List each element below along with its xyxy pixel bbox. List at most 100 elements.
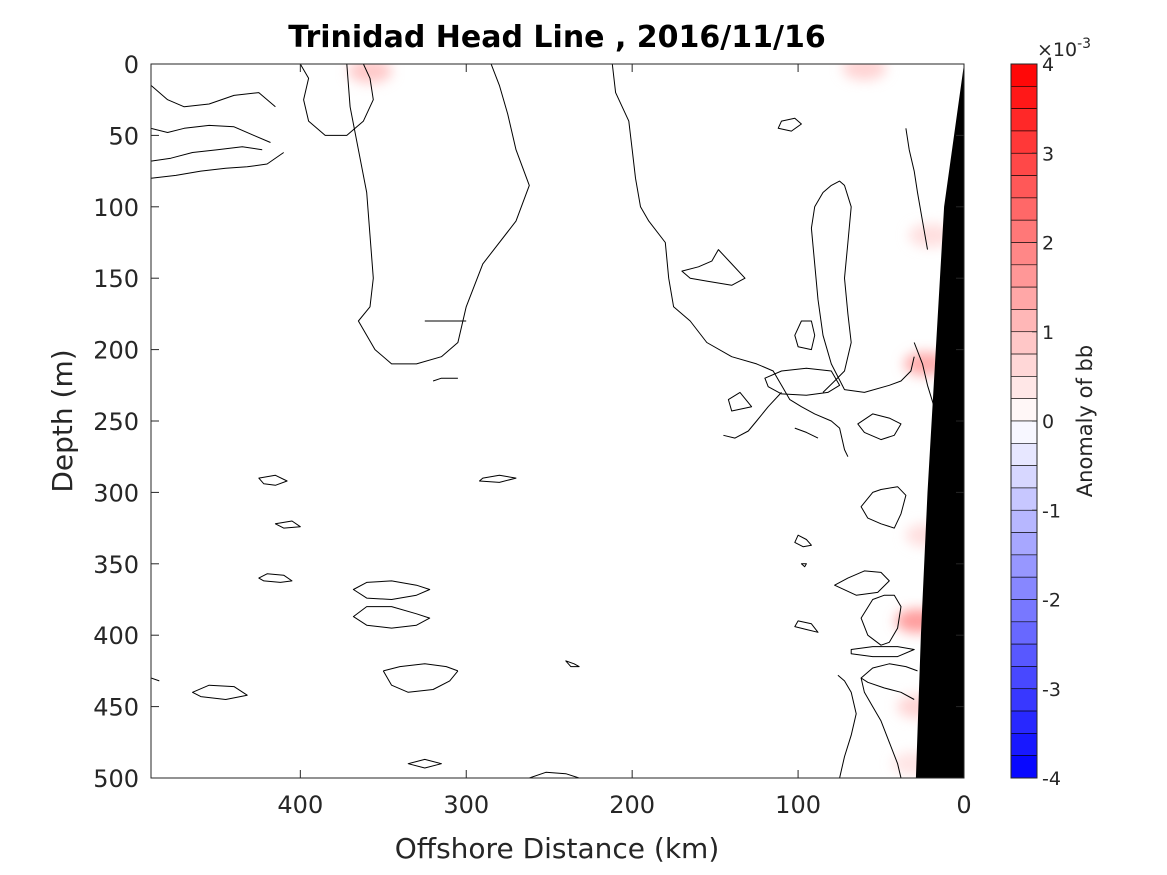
y-tick-label: 300 [93,479,139,507]
y-tick-label: 400 [93,622,139,650]
x-tick-label: 300 [443,791,489,819]
colorbar-tick-label: 3 [1042,143,1054,165]
y-tick-label: 450 [93,694,139,722]
contour-line [764,367,841,396]
contour-line [565,660,580,668]
contour-line [834,570,890,596]
colorbar-band [1010,554,1038,578]
colorbar-band [1010,152,1038,176]
colorbar-band [1010,688,1038,712]
contour-line [258,474,288,486]
colorbar-tick-label: 0 [1042,411,1054,433]
contour-line [777,117,802,132]
colorbar-band [1010,175,1038,199]
contour-line [432,377,458,382]
x-tick-label: 100 [775,791,821,819]
contour-line [837,674,857,778]
colorbar-band [1010,643,1038,667]
contour-line [681,249,746,286]
y-tick-label: 250 [93,408,139,436]
y-tick-label: 50 [108,122,139,150]
y-tick-label: 500 [93,765,139,793]
contour-line [905,128,928,250]
colorbar-band [1010,599,1038,623]
contour-line [352,606,431,629]
colorbar-band [1010,509,1038,533]
colorbar-band [1010,219,1038,243]
seafloor [915,64,964,778]
contour-line [860,486,907,529]
contour-line [611,64,849,457]
contour-line [727,391,753,412]
x-tick-label: 200 [609,791,655,819]
contour-line [794,427,819,439]
colorbar-band [1010,130,1038,154]
x-axis-label: Offshore Distance (km) [395,832,720,865]
colorbar-tick-label: 4 [1042,54,1054,76]
contour-line [151,85,276,108]
contour-line [407,758,442,769]
colorbar-band [1010,576,1038,600]
contour-line [192,684,248,700]
colorbar-exponent-base: ×10 [1037,39,1077,61]
contour-line [274,520,301,529]
colorbar-band [1010,621,1038,645]
colorbar-band [1010,286,1038,310]
colorbar-band [1010,309,1038,333]
colorbar-band [1010,733,1038,756]
colorbar-band [1010,197,1038,221]
colorbar-tick-label: -1 [1042,500,1061,522]
colorbar-band [1010,532,1038,556]
chart-title: Trinidad Head Line , 2016/11/16 [288,20,825,55]
colorbar-exponent-power: -3 [1077,36,1091,52]
contour-line [800,563,807,568]
contour-line [258,573,293,583]
y-tick-label: 100 [93,194,139,222]
colorbar-band [1010,710,1038,734]
colorbar-band [1010,264,1038,288]
contour-line [529,771,580,778]
contour-line [794,620,819,633]
anomaly-hotspot [842,64,887,81]
colorbar-band [1010,63,1038,87]
colorbar-band [1010,443,1038,466]
contour-line [860,663,918,778]
y-axis-label: Depth (m) [46,349,79,492]
colorbar-tick-label: -2 [1042,590,1061,612]
colorbar-tick-label: 1 [1042,322,1054,344]
contour-line [151,124,271,143]
contour-line [479,474,517,483]
x-axis: 400 300 200 100 0 [277,64,972,819]
contour-line [382,670,459,693]
contour-line [860,594,902,646]
contour-line [151,152,284,179]
colorbar-band [1010,331,1038,355]
colorbar-band [1010,108,1038,132]
colorbar-band [1010,755,1038,779]
colorbar-band [1010,376,1038,399]
y-tick-label: 350 [93,551,139,579]
y-tick-label: 0 [124,51,139,79]
contour-line [346,64,530,365]
y-tick-label: 200 [93,337,139,365]
x-tick-label: 0 [956,791,971,819]
contour-line [151,146,263,162]
colorbar-tick-label: 2 [1042,233,1054,255]
contour-line [794,534,812,548]
colorbar-band [1010,398,1038,422]
y-axis: 0 50 100 150 200 250 300 350 400 450 500 [93,51,964,793]
contour-lines [151,64,948,778]
colorbar-band [1010,420,1038,444]
contour-line [860,677,915,700]
colorbar-bands [1010,63,1038,779]
anomaly-hotspot [348,64,393,84]
contour-line [857,413,902,441]
colorbar-band [1010,487,1038,511]
colorbar-band [1010,666,1038,690]
colorbar-band [1010,353,1038,377]
contour-line [383,663,459,672]
colorbar-band [1010,242,1038,266]
contour-line [810,180,915,393]
x-tick-label: 400 [277,791,323,819]
